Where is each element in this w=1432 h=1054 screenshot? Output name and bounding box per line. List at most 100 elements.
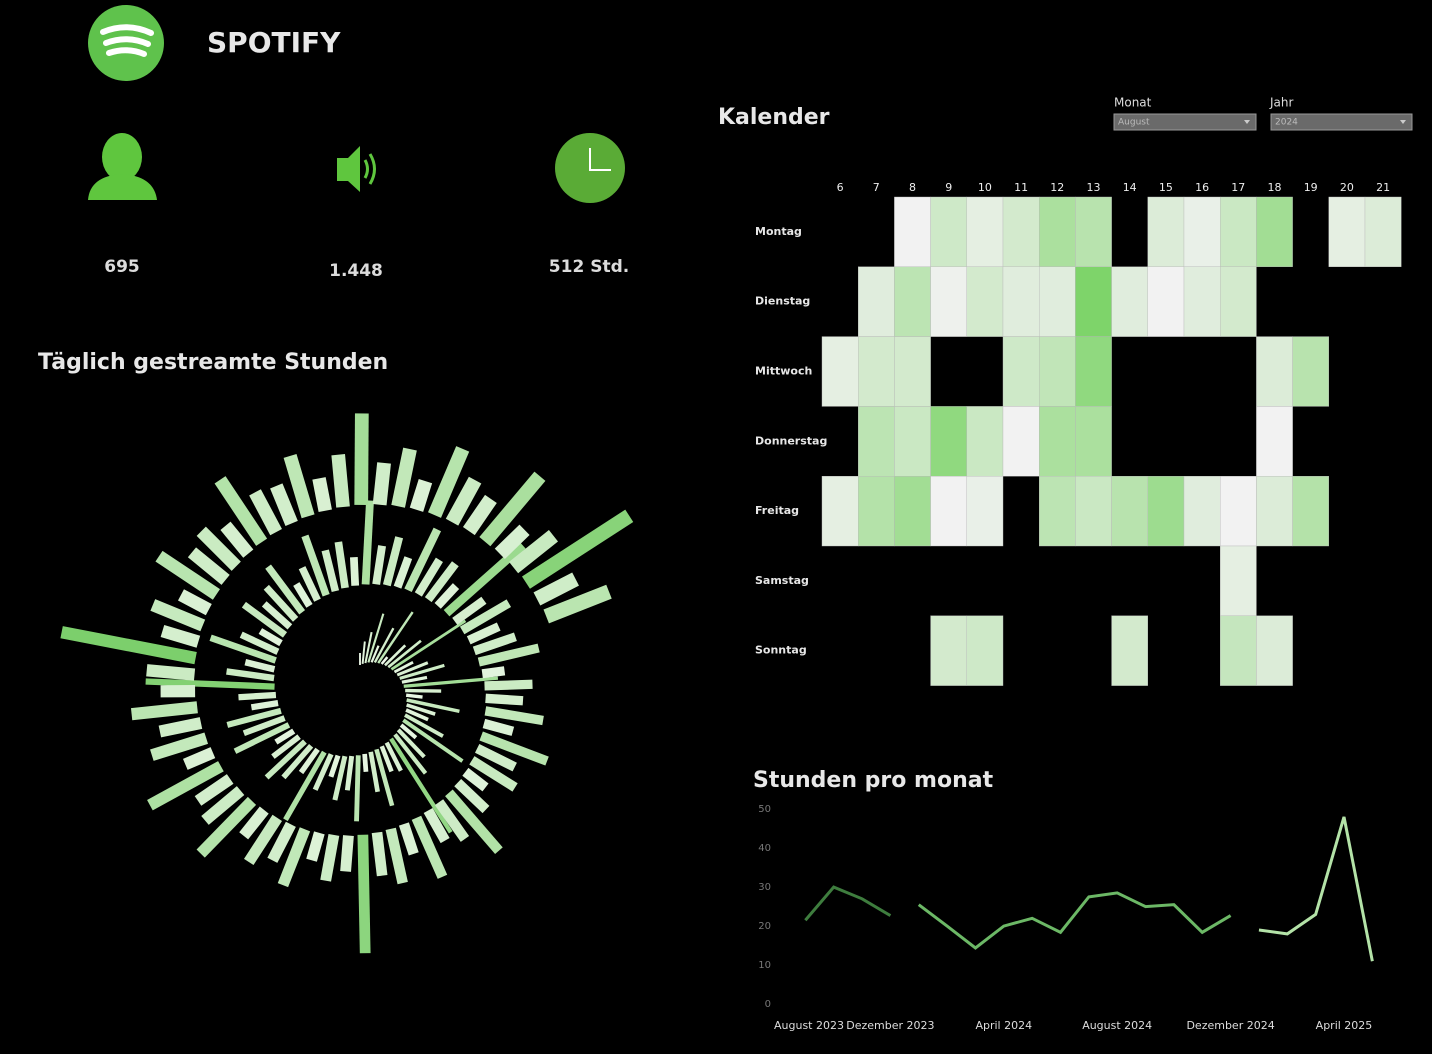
calendar-cell [894,406,930,476]
day-bar [380,463,384,505]
spotify-logo [88,5,164,81]
column-label: 7 [873,181,880,194]
filter-label: Monat [1114,96,1152,110]
x-tick-label: August 2024 [1082,1019,1152,1032]
day-bar [469,499,491,531]
filter-value: August [1118,118,1150,128]
day-bar [325,550,335,591]
column-label: 10 [978,181,992,194]
day-bar [185,753,213,765]
day-bar [363,641,365,663]
chart-title: Stunden pro monat [753,768,994,793]
calendar-cell [1039,476,1075,546]
calendar-cell [822,337,858,407]
column-label: 17 [1231,181,1245,194]
calendar-cell [1256,476,1292,546]
column-label: 14 [1123,181,1137,194]
day-bar [238,695,275,697]
calendar-cell [858,476,894,546]
clock-icon [555,133,625,203]
day-bar [465,772,485,788]
day-bar [404,824,414,854]
row-label: Montag [755,225,802,238]
calendar-cell [858,406,894,476]
calendar-cell [931,197,967,267]
calendar-cell [1148,476,1184,546]
day-bar [377,832,382,875]
calendar-cell [894,197,930,267]
x-tick-label: April 2025 [1316,1019,1373,1032]
calendar-cell [1039,337,1075,407]
day-bar [537,579,576,599]
calendar-cell [931,406,967,476]
column-label: 15 [1159,181,1173,194]
y-tick-label: 40 [758,843,771,854]
calendar-cell [967,476,1003,546]
calendar-cell [1075,197,1111,267]
day-bar [338,542,345,588]
calendar-cell [1256,616,1292,686]
column-label: 13 [1087,181,1101,194]
calendar-cell [931,616,967,686]
calendar-cell [1112,267,1148,337]
x-tick-label: August 2023 [774,1019,844,1032]
day-bar [406,695,422,697]
calendar-cell [1256,337,1292,407]
calendar-cell [1075,267,1111,337]
calendar-cell [1256,197,1292,267]
day-bar [366,501,370,585]
day-bar [147,670,195,674]
column-label: 11 [1014,181,1028,194]
day-bar [276,486,291,523]
column-label: 18 [1268,181,1282,194]
column-label: 6 [837,181,844,194]
day-bar [162,631,198,642]
y-tick-label: 30 [758,882,771,893]
filter-value: 2024 [1275,118,1298,128]
day-bar [361,413,362,504]
row-label: Dienstag [755,295,810,308]
calendar-cell [1184,476,1220,546]
chart-title: Täglich gestreamte Stunden [38,350,388,375]
day-bar [319,478,325,510]
calendar-cell [1184,197,1220,267]
calendar-cell [1293,476,1329,546]
calendar-cell [1003,337,1039,407]
day-bar [245,662,274,669]
calendar-cell [858,337,894,407]
calendar-cell [1365,197,1401,267]
month-line [805,887,890,920]
calendar-cell [1075,476,1111,546]
column-label: 9 [945,181,952,194]
calendar-cell [1003,197,1039,267]
day-bar [132,707,198,714]
calendar-cell [1148,267,1184,337]
x-tick-label: Dezember 2023 [846,1019,934,1032]
day-bar [227,671,275,678]
day-bar [312,833,320,860]
calendar-cell [967,616,1003,686]
calendar-cell [1220,546,1256,616]
day-bar [376,546,382,585]
calendar-cell [1039,406,1075,476]
calendar-cell [1293,337,1329,407]
calendar-cell [1256,406,1292,476]
y-tick-label: 10 [758,960,771,971]
day-bar [485,684,533,686]
day-bar [251,703,278,707]
row-label: Freitag [755,504,799,517]
calendar-cell [1220,267,1256,337]
calendar-cell [894,267,930,337]
calendar-cell [967,267,1003,337]
column-label: 19 [1304,181,1318,194]
calendar-cell [894,337,930,407]
day-bar [326,835,334,881]
calendar-cell [1112,476,1148,546]
kpi-value: 695 [104,257,140,277]
calendar-cell [858,267,894,337]
month-line [1259,817,1372,961]
day-bar [482,671,504,674]
day-bar [181,595,209,610]
